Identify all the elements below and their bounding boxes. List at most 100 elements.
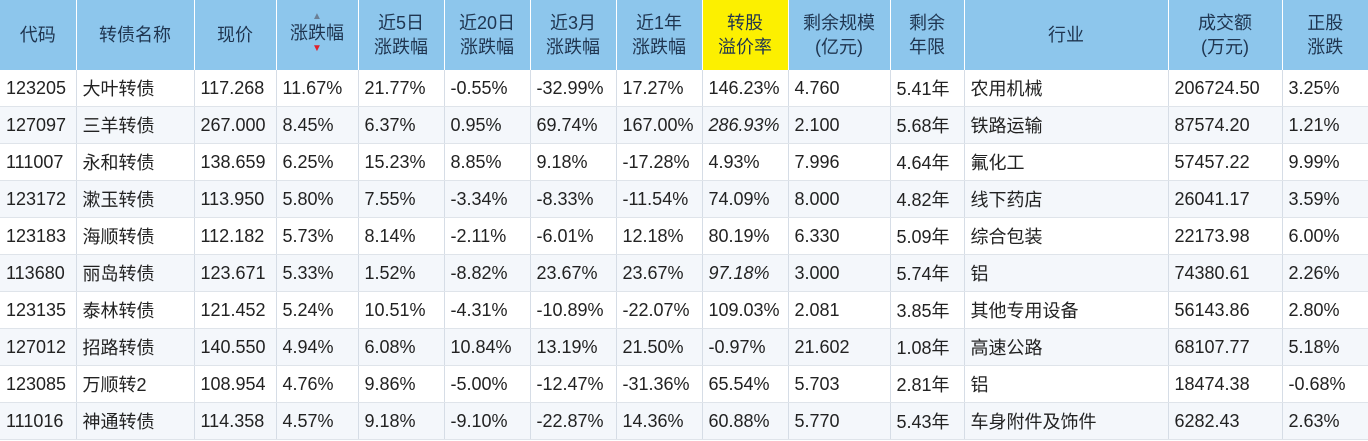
cell-premium: 146.23% — [702, 70, 789, 107]
cell-chg3m: -12.47% — [530, 365, 617, 403]
column-header-stock_chg[interactable]: 正股 涨跌 — [1282, 0, 1368, 70]
cell-code[interactable]: 111016 — [0, 402, 77, 440]
column-header-years[interactable]: 剩余 年限 — [890, 0, 965, 70]
cell-name[interactable]: 神通转债 — [76, 402, 195, 440]
column-header-label: 近1年 涨跌幅 — [632, 11, 686, 59]
cell-name[interactable]: 三羊转债 — [76, 106, 195, 144]
cell-stock_chg: 2.26% — [1282, 254, 1368, 292]
cell-code[interactable]: 123172 — [0, 180, 77, 218]
column-header-text: 剩余规模 — [803, 13, 875, 33]
column-header-price[interactable]: 现价 — [194, 0, 277, 70]
cell-chg5d: 9.18% — [358, 402, 445, 440]
cell-chg5d: 6.08% — [358, 328, 445, 366]
cell-scale: 5.770 — [788, 402, 891, 440]
cell-price: 121.452 — [194, 291, 277, 329]
cell-code[interactable]: 127097 — [0, 106, 77, 144]
column-header-text: 溢价率 — [718, 37, 772, 57]
column-header-volume[interactable]: 成交额 (万元) — [1168, 0, 1283, 70]
cell-code[interactable]: 123183 — [0, 217, 77, 255]
column-header-label: 近20日 涨跌幅 — [459, 11, 515, 59]
cell-stock_chg: 6.00% — [1282, 217, 1368, 255]
cell-chg20d: -3.34% — [444, 180, 531, 218]
column-header-label: 成交额 (万元) — [1198, 11, 1252, 59]
column-header-label: 现价 — [217, 23, 253, 47]
column-header-chg1y[interactable]: 近1年 涨跌幅 — [616, 0, 703, 70]
column-header-label: 剩余 年限 — [909, 11, 945, 59]
column-header-chg5d[interactable]: 近5日 涨跌幅 — [358, 0, 445, 70]
cell-chg3m: 69.74% — [530, 106, 617, 144]
table-row[interactable]: 127012 招路转债 140.550 4.94% 6.08% 10.84% 13.19% 2… — [0, 328, 1368, 366]
cell-chg1y: 12.18% — [616, 217, 703, 255]
cell-chg5d: 6.37% — [358, 106, 445, 144]
column-header-label: 近5日 涨跌幅 — [374, 11, 428, 59]
cell-years: 4.64年 — [890, 143, 965, 181]
cell-volume: 74380.61 — [1168, 254, 1283, 292]
column-header-code[interactable]: 代码 — [0, 0, 77, 70]
cell-code[interactable]: 123205 — [0, 70, 77, 107]
cell-premium: -0.97% — [702, 328, 789, 366]
cell-volume: 6282.43 — [1168, 402, 1283, 440]
cell-name[interactable]: 永和转债 — [76, 143, 195, 181]
column-header-text: 行业 — [1048, 25, 1084, 45]
cell-years: 3.85年 — [890, 291, 965, 329]
cell-name[interactable]: 泰林转债 — [76, 291, 195, 329]
cell-chg5d: 1.52% — [358, 254, 445, 292]
cell-premium: 74.09% — [702, 180, 789, 218]
column-header-premium[interactable]: 转股 溢价率 — [702, 0, 789, 70]
column-header-change[interactable]: ▲ 涨跌幅 ▼ — [276, 0, 359, 70]
column-header-label: 正股 涨跌 — [1307, 11, 1343, 59]
cell-name[interactable]: 大叶转债 — [76, 70, 195, 107]
column-header-industry[interactable]: 行业 — [964, 0, 1169, 70]
table-row[interactable]: 123205 大叶转债 117.268 11.67% 21.77% -0.55% -32.9… — [0, 70, 1368, 107]
cell-price: 267.000 — [194, 106, 277, 144]
cell-chg5d: 15.23% — [358, 143, 445, 181]
cell-name[interactable]: 丽岛转债 — [76, 254, 195, 292]
cell-chg20d: 10.84% — [444, 328, 531, 366]
cell-chg20d: -4.31% — [444, 291, 531, 329]
cell-chg3m: 23.67% — [530, 254, 617, 292]
table-row[interactable]: 123172 漱玉转债 113.950 5.80% 7.55% -3.34% -8.33% -… — [0, 180, 1368, 218]
table-row[interactable]: 127097 三羊转债 267.000 8.45% 6.37% 0.95% 69.74% 16… — [0, 106, 1368, 144]
table-row[interactable]: 123135 泰林转债 121.452 5.24% 10.51% -4.31% -10.89… — [0, 291, 1368, 329]
cell-chg1y: 17.27% — [616, 70, 703, 107]
column-header-text: 涨跌幅 — [460, 37, 514, 57]
cell-price: 114.358 — [194, 402, 277, 440]
column-header-chg20d[interactable]: 近20日 涨跌幅 — [444, 0, 531, 70]
cell-name[interactable]: 海顺转债 — [76, 217, 195, 255]
cell-volume: 18474.38 — [1168, 365, 1283, 403]
cell-change: 4.76% — [276, 365, 359, 403]
table-row[interactable]: 111016 神通转债 114.358 4.57% 9.18% -9.10% -22.87%… — [0, 402, 1368, 440]
cell-chg3m: -22.87% — [530, 402, 617, 440]
column-header-text: 涨跌幅 — [632, 37, 686, 57]
cell-code[interactable]: 123135 — [0, 291, 77, 329]
column-header-label: 代码 — [20, 23, 56, 47]
cell-chg20d: 8.85% — [444, 143, 531, 181]
cell-volume: 56143.86 — [1168, 291, 1283, 329]
cell-code[interactable]: 127012 — [0, 328, 77, 366]
cell-name[interactable]: 招路转债 — [76, 328, 195, 366]
column-header-chg3m[interactable]: 近3月 涨跌幅 — [530, 0, 617, 70]
cell-chg1y: 23.67% — [616, 254, 703, 292]
cell-name[interactable]: 漱玉转债 — [76, 180, 195, 218]
cell-scale: 2.100 — [788, 106, 891, 144]
cell-change: 4.94% — [276, 328, 359, 366]
table-row[interactable]: 113680 丽岛转债 123.671 5.33% 1.52% -8.82% 23.67% 2… — [0, 254, 1368, 292]
cell-chg1y: -22.07% — [616, 291, 703, 329]
cell-change: 5.24% — [276, 291, 359, 329]
column-header-name[interactable]: 转债名称 — [76, 0, 195, 70]
cell-name[interactable]: 万顺转2 — [76, 365, 195, 403]
cell-volume: 22173.98 — [1168, 217, 1283, 255]
table-row[interactable]: 111007 永和转债 138.659 6.25% 15.23% 8.85% 9.18% -1… — [0, 143, 1368, 181]
cell-stock_chg: 2.80% — [1282, 291, 1368, 329]
cell-chg5d: 10.51% — [358, 291, 445, 329]
cell-price: 123.671 — [194, 254, 277, 292]
cell-code[interactable]: 113680 — [0, 254, 77, 292]
table-row[interactable]: 123085 万顺转2 108.954 4.76% 9.86% -5.00% -12.47%… — [0, 365, 1368, 403]
column-header-text: 涨跌幅 — [374, 37, 428, 57]
column-header-scale[interactable]: 剩余规模 (亿元) — [788, 0, 891, 70]
cell-code[interactable]: 123085 — [0, 365, 77, 403]
cell-volume: 26041.17 — [1168, 180, 1283, 218]
table-row[interactable]: 123183 海顺转债 112.182 5.73% 8.14% -2.11% -6.01% 1… — [0, 217, 1368, 255]
cell-code[interactable]: 111007 — [0, 143, 77, 181]
cell-chg3m: -6.01% — [530, 217, 617, 255]
